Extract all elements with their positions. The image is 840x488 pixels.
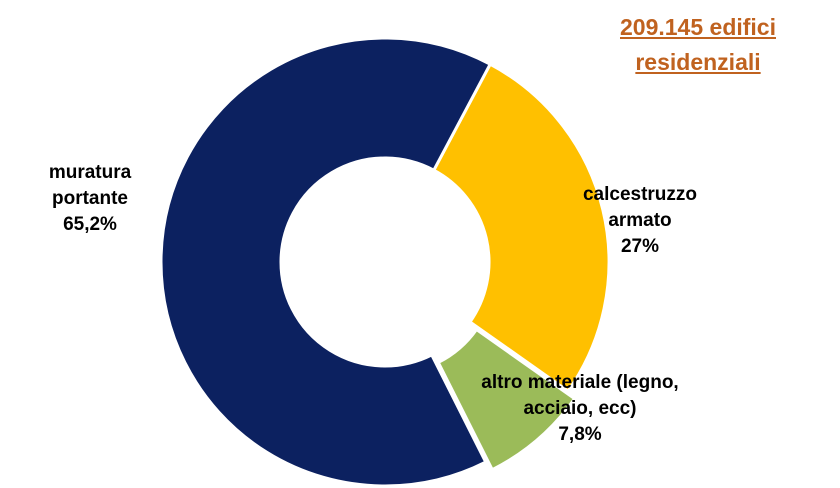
slice-label: calcestruzzo armato 27% [560,182,720,260]
category-label: muratura portante [48,162,132,209]
value-label: 65,2% [63,214,117,235]
donut-slice [431,62,611,394]
donut-slice [436,327,577,472]
chart-title: 209.145 edifici residenziali [620,14,776,75]
value-label: 7,8% [558,424,602,445]
slice-label: altro materiale (legno, acciaio, ecc) 7,8… [480,370,680,448]
slice-label: muratura portante 65,2% [10,160,170,238]
value-label: 27% [620,236,660,257]
category-label: calcestruzzo armato [582,184,698,231]
category-label: altro materiale (legno, acciaio, ecc) [481,372,679,419]
donut-slice [159,36,493,488]
